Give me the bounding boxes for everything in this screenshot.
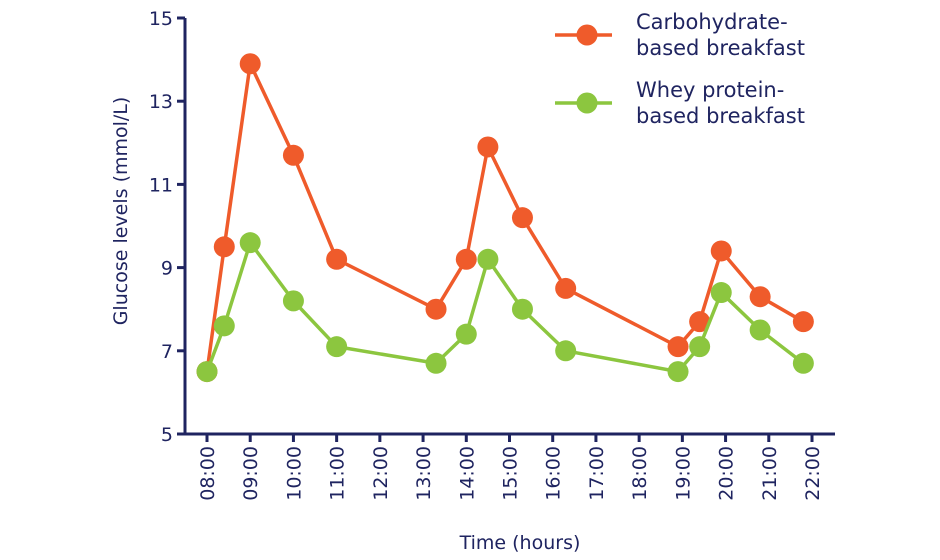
x-tick-label: 17:00	[586, 446, 608, 501]
y-axis-ticks: 5 7 9 11 13 15	[149, 8, 185, 446]
data-point	[667, 361, 689, 383]
y-tick-label: 5	[161, 424, 173, 446]
x-tick-label: 10:00	[283, 446, 305, 501]
x-tick-label: 19:00	[672, 446, 694, 501]
x-tick-label: 09:00	[240, 446, 262, 501]
x-tick-label: 11:00	[327, 446, 349, 501]
legend-swatch-marker	[576, 92, 598, 114]
data-point	[455, 323, 477, 345]
y-tick-label: 9	[161, 258, 173, 280]
y-axis-title: Glucose levels (mmol/L)	[110, 97, 132, 326]
legend-swatch-marker	[576, 24, 598, 46]
x-tick-label: 13:00	[413, 446, 435, 501]
x-tick-label: 12:00	[370, 446, 392, 501]
data-point	[555, 340, 577, 362]
legend-item: Carbohydrate-based breakfast	[555, 10, 805, 60]
data-point	[710, 240, 732, 262]
data-point	[555, 277, 577, 299]
x-tick-label: 22:00	[802, 446, 824, 501]
data-point	[326, 248, 348, 270]
x-tick-label: 14:00	[456, 446, 478, 501]
data-point	[425, 352, 447, 374]
data-point	[282, 290, 304, 312]
y-tick-label: 11	[149, 174, 173, 196]
data-point	[477, 136, 499, 158]
series-carbohydrate	[196, 53, 814, 383]
y-tick-label: 13	[149, 91, 173, 113]
legend-label: based breakfast	[636, 104, 805, 128]
y-tick-label: 7	[161, 341, 173, 363]
data-point	[749, 286, 771, 308]
x-axis-title: Time (hours)	[459, 532, 581, 554]
data-point	[239, 53, 261, 75]
data-point	[425, 298, 447, 320]
data-point	[196, 361, 218, 383]
data-point	[477, 248, 499, 270]
data-point	[710, 282, 732, 304]
data-point	[749, 319, 771, 341]
data-point	[689, 336, 711, 358]
y-tick-label: 15	[149, 8, 173, 30]
x-tick-label: 16:00	[543, 446, 565, 501]
data-point	[792, 352, 814, 374]
legend-label: Whey protein-	[636, 78, 784, 102]
legend-label: Carbohydrate-	[636, 10, 788, 34]
data-point	[511, 207, 533, 229]
legend-label: based breakfast	[636, 36, 805, 60]
data-point	[239, 232, 261, 254]
data-point	[511, 298, 533, 320]
x-tick-label: 20:00	[716, 446, 738, 501]
x-tick-label: 08:00	[197, 446, 219, 501]
data-point	[213, 236, 235, 258]
x-tick-label: 15:00	[500, 446, 522, 501]
data-point	[689, 311, 711, 333]
legend-item: Whey protein-based breakfast	[555, 78, 805, 128]
data-point	[326, 336, 348, 358]
data-point	[455, 248, 477, 270]
x-tick-label: 18:00	[629, 446, 651, 501]
series-layer	[196, 53, 814, 383]
data-point	[792, 311, 814, 333]
series-whey-protein	[196, 232, 814, 383]
x-tick-label: 21:00	[759, 446, 781, 501]
data-point	[667, 336, 689, 358]
x-axis-ticks: 08:00 09:00 10:00 11:00 12:00 13:00 14:00 15:00…	[197, 434, 824, 501]
data-point	[282, 144, 304, 166]
data-point	[213, 315, 235, 337]
